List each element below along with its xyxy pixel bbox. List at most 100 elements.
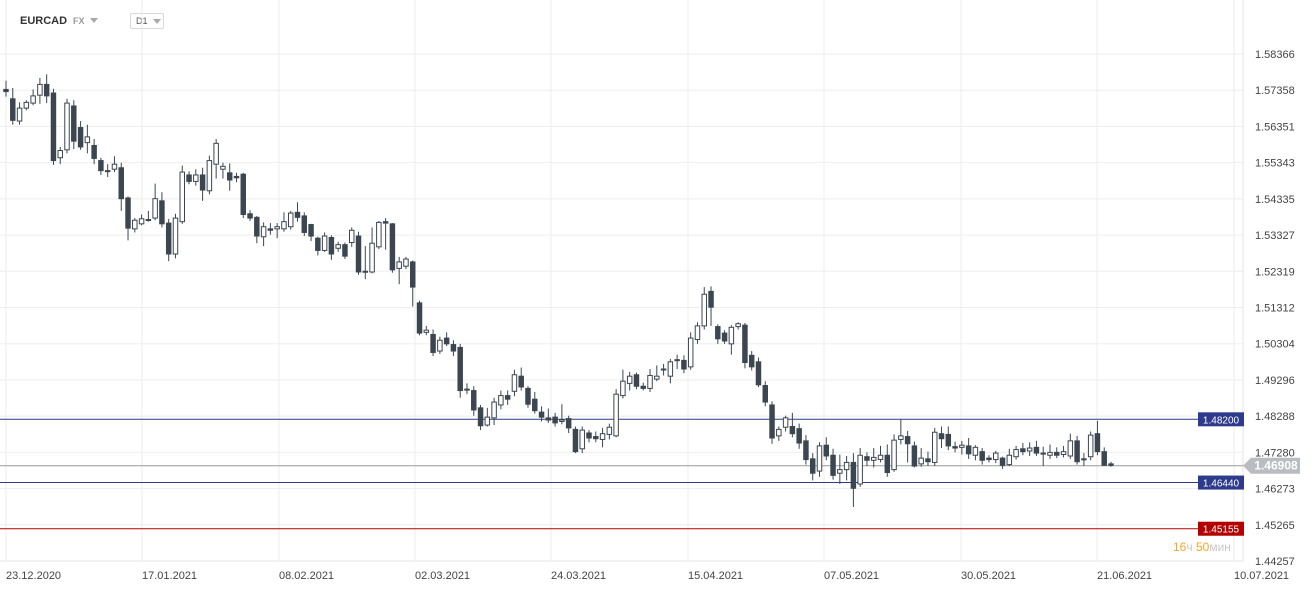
candle-body-up xyxy=(179,171,185,223)
candle xyxy=(870,448,877,468)
candle xyxy=(1013,445,1019,460)
candle xyxy=(552,412,558,427)
candle xyxy=(803,435,809,465)
candle xyxy=(416,300,423,336)
candle-body-down xyxy=(864,456,870,461)
candle-body-down xyxy=(809,458,816,474)
candle-body-down xyxy=(952,446,958,449)
candle-body-down xyxy=(986,457,992,461)
candle-body-down xyxy=(518,375,524,388)
candle xyxy=(1060,445,1067,458)
candle-body-up xyxy=(16,107,23,122)
candle-body-up xyxy=(579,429,585,450)
market-label[interactable]: FX xyxy=(73,16,85,26)
candle xyxy=(193,169,199,186)
candle-body-up xyxy=(172,217,179,255)
candle-body-down xyxy=(708,290,714,308)
candle-body-up xyxy=(918,457,924,465)
candle xyxy=(267,223,274,235)
symbol-label[interactable]: EURCAD xyxy=(20,15,68,27)
candle xyxy=(626,371,633,391)
date-tick-label: 21.06.2021 xyxy=(1097,570,1152,582)
candle-body-down xyxy=(254,216,260,237)
level-labels: 1.48200 1.46440 1.45155 1.46908 xyxy=(1198,412,1300,536)
candle-body-up xyxy=(620,380,626,397)
candle xyxy=(1074,435,1080,465)
candle-body-up xyxy=(870,456,877,461)
candle xyxy=(545,408,552,423)
candle-body-up xyxy=(837,469,843,474)
candle xyxy=(450,340,457,357)
candle-body-up xyxy=(348,229,355,244)
candle xyxy=(37,77,43,104)
candle xyxy=(342,242,348,260)
candle xyxy=(471,386,477,416)
candle-body-down xyxy=(586,432,592,439)
date-tick-label: 02.03.2021 xyxy=(415,570,470,582)
candle-body-up xyxy=(321,235,328,251)
candle xyxy=(226,163,233,191)
candle-body-down xyxy=(315,237,321,251)
candle xyxy=(423,325,430,336)
candle xyxy=(701,287,707,330)
candle-body-down xyxy=(226,172,233,181)
level-badge-text: 1.45155 xyxy=(1203,525,1240,536)
candle-body-up xyxy=(84,136,91,144)
candle-body-up xyxy=(281,221,287,230)
candle-body-up xyxy=(898,435,904,440)
candle-body-down xyxy=(715,326,721,340)
candle-body-down xyxy=(884,454,891,473)
candle-body-up xyxy=(287,212,294,228)
candle xyxy=(654,365,660,382)
candle xyxy=(823,437,830,461)
candle xyxy=(864,452,870,467)
chevron-down-icon[interactable] xyxy=(90,18,98,23)
candle xyxy=(145,210,152,222)
candle xyxy=(681,355,687,374)
candle-body-up xyxy=(559,419,565,422)
candle-body-down xyxy=(755,361,762,386)
candle-body-down xyxy=(342,244,348,257)
candle-body-down xyxy=(674,359,680,362)
candle-body-down xyxy=(416,302,423,334)
price-tick-label: 1.51312 xyxy=(1255,302,1295,314)
candle xyxy=(165,218,172,262)
candle-body-up xyxy=(111,163,118,170)
candle xyxy=(10,87,16,125)
candle xyxy=(518,367,524,391)
candle xyxy=(30,89,36,106)
candle-body-up xyxy=(498,395,504,406)
candle-body-down xyxy=(165,222,172,255)
candle xyxy=(98,157,104,175)
candle xyxy=(376,220,382,249)
candle xyxy=(498,390,504,410)
candle-body-down xyxy=(233,175,240,179)
candle-body-up xyxy=(260,226,267,238)
candle-body-up xyxy=(972,446,979,456)
candle xyxy=(606,423,613,440)
candle xyxy=(694,322,701,344)
candle-body-down xyxy=(904,436,911,445)
candle xyxy=(464,383,470,395)
candle-body-up xyxy=(274,226,280,230)
date-tick-label: 15.04.2021 xyxy=(688,570,743,582)
candle-body-down xyxy=(443,337,450,345)
candle xyxy=(457,343,463,398)
candle xyxy=(715,324,721,344)
candle-body-down xyxy=(43,83,50,97)
candle-body-down xyxy=(71,105,77,142)
candle xyxy=(843,455,850,481)
candle-body-up xyxy=(1006,454,1013,466)
candle-body-down xyxy=(267,228,274,231)
candle xyxy=(104,164,111,178)
candle-body-down xyxy=(50,92,57,162)
candle-body-down xyxy=(477,407,484,427)
candle-body-down xyxy=(98,160,104,172)
candle xyxy=(898,419,904,445)
candle xyxy=(735,322,741,330)
candle-body-up xyxy=(776,428,782,437)
candle-body-up xyxy=(132,219,138,230)
candle xyxy=(769,401,775,444)
candle-body-down xyxy=(1054,451,1060,456)
